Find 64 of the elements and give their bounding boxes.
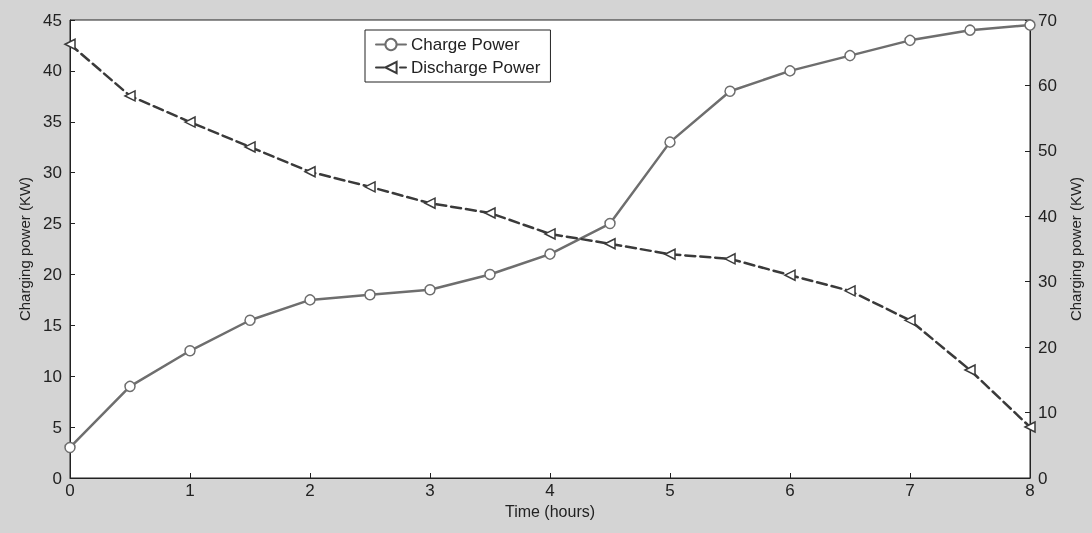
point [544, 248, 556, 260]
y-tick-label: 10 [43, 366, 62, 386]
point [1024, 421, 1036, 433]
y-tick-label: 35 [43, 112, 62, 132]
point [784, 269, 796, 281]
point [424, 197, 436, 209]
x-tick-label: 5 [665, 481, 675, 500]
point [64, 441, 76, 454]
y-tick-label: 15 [43, 315, 62, 335]
point [304, 166, 316, 178]
x-tick-label: 6 [785, 481, 795, 500]
y2-tick-label: 30 [1038, 272, 1057, 292]
y-tick-label: 25 [43, 214, 62, 234]
point [484, 268, 496, 281]
y2-tick-label: 50 [1038, 141, 1057, 161]
x-tick-label: 8 [1025, 481, 1035, 500]
x-tick-label: 4 [545, 481, 555, 500]
point [304, 294, 316, 306]
point [904, 314, 916, 327]
point [724, 85, 736, 97]
point [424, 283, 436, 296]
y2-tick-label: 70 [1038, 10, 1057, 30]
point [604, 217, 616, 230]
x-axis-title: Time (hours) [504, 503, 596, 521]
point [124, 380, 136, 393]
point [604, 238, 616, 250]
y2-tick-label: 10 [1038, 403, 1057, 423]
point [184, 345, 196, 357]
point [964, 364, 976, 376]
y2-tick-label: 20 [1038, 337, 1057, 357]
y2-tick-label: 40 [1038, 206, 1057, 226]
point [64, 38, 76, 50]
point [844, 49, 856, 62]
x-tick-label: 7 [905, 481, 915, 500]
point [124, 90, 136, 102]
y-tick-label: 45 [43, 10, 62, 30]
point [784, 65, 796, 77]
x-tick-label: 3 [425, 481, 435, 500]
point [244, 314, 256, 326]
legend-label: Discharge Power [411, 58, 541, 77]
point [664, 136, 676, 148]
legend-label: Charge Power [411, 35, 520, 54]
y2-tick-label: 60 [1038, 75, 1057, 95]
x-tick-label: 0 [65, 481, 75, 500]
x-tick-label: 1 [185, 481, 195, 500]
point [244, 141, 256, 153]
point [844, 285, 856, 297]
point [184, 116, 196, 128]
point [364, 181, 376, 193]
y-tick-label: 20 [43, 264, 62, 284]
y-tick-label: 30 [43, 163, 62, 183]
x-tick-label: 2 [305, 481, 315, 500]
y-axis-title: Charging power (KW) [16, 176, 33, 322]
point [904, 34, 916, 47]
y-tick-label: 40 [43, 61, 62, 81]
point [364, 289, 376, 301]
point [964, 24, 976, 36]
y2-axis-title: Charging power (KW) [1067, 176, 1084, 322]
point [484, 207, 496, 219]
point [724, 253, 736, 265]
point [664, 248, 676, 260]
point [1024, 19, 1036, 31]
point [544, 228, 556, 240]
y-tick-label: 5 [52, 417, 62, 437]
